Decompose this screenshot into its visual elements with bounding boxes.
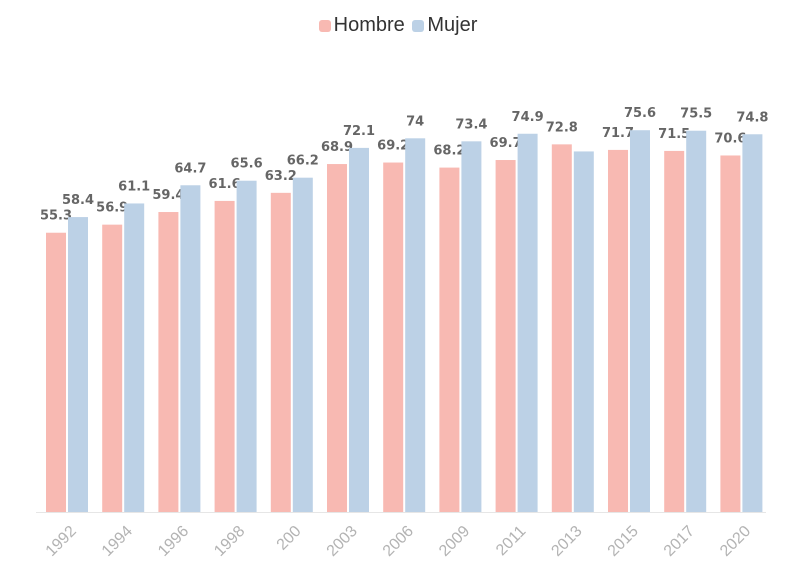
data-label-mujer-1996: 64.7: [174, 161, 206, 176]
legend-item-mujer[interactable]: Mujer: [412, 14, 477, 37]
x-tick-label-2011: 2011: [493, 523, 529, 559]
bar-hombre-2011[interactable]: [495, 160, 516, 512]
bar-hombre-2015[interactable]: [608, 149, 628, 513]
x-tick-label-1994: 1994: [99, 523, 136, 560]
legend: Hombre Mujer: [0, 14, 796, 38]
x-tick-label-1996: 1996: [155, 523, 192, 560]
data-label-hombre-1992: 55.3: [40, 209, 72, 224]
x-tick-label-1992: 1992: [43, 523, 80, 560]
bar-hombre-2017[interactable]: [664, 150, 685, 513]
data-label-hombre-2020: 70.6: [714, 131, 746, 146]
data-label-mujer-1998: 65.6: [231, 157, 263, 172]
bar-mujer-2011[interactable]: [517, 133, 538, 512]
data-label-hombre-1998: 61.6: [209, 177, 241, 192]
bar-hombre-2003[interactable]: [327, 164, 347, 512]
x-tick-label-2003: 2003: [324, 523, 361, 560]
x-tick-label-2006: 2006: [380, 523, 417, 560]
x-tick-label-2015: 2015: [605, 523, 642, 560]
data-label-mujer-2017: 75.5: [680, 107, 712, 122]
data-label-hombre-2011: 69.7: [490, 136, 522, 151]
bar-hombre-1994[interactable]: [102, 224, 123, 512]
legend-label-hombre: Hombre: [333, 14, 405, 36]
bar-mujer-1998[interactable]: [236, 180, 257, 512]
data-label-hombre-2013: 72.8: [546, 120, 578, 135]
data-label-mujer-2003: 72.1: [343, 124, 375, 139]
legend-swatch-mujer: [412, 19, 425, 32]
data-label-hombre-200: 63.2: [265, 169, 297, 184]
data-label-hombre-2003: 68.9: [321, 140, 353, 155]
data-label-hombre-2015: 71.7: [602, 126, 634, 141]
legend-swatch-hombre: [318, 19, 331, 32]
data-label-mujer-1994: 61.1: [118, 179, 150, 194]
x-tick-label-1998: 1998: [211, 523, 248, 560]
bar-hombre-2020[interactable]: [720, 155, 741, 512]
data-label-hombre-1996: 59.4: [152, 188, 184, 203]
data-label-mujer-2015: 75.6: [624, 106, 656, 121]
bar-hombre-200[interactable]: [270, 192, 291, 512]
bar-mujer-1996[interactable]: [180, 185, 201, 512]
bar-mujer-2006[interactable]: [405, 138, 426, 513]
bar-hombre-2009[interactable]: [439, 167, 460, 512]
data-label-mujer-2020: 74.8: [736, 110, 768, 125]
bar-mujer-2013[interactable]: [573, 151, 594, 512]
data-label-mujer-200: 66.2: [287, 154, 319, 169]
bar-hombre-1996[interactable]: [158, 212, 179, 512]
x-tick-label-2020: 2020: [717, 523, 754, 560]
x-tick-label-2013: 2013: [548, 523, 585, 560]
data-label-hombre-2017: 71.5: [658, 127, 690, 142]
x-tick-label-2017: 2017: [661, 523, 698, 560]
bar-hombre-2006[interactable]: [383, 162, 404, 513]
bar-mujer-200[interactable]: [292, 177, 313, 512]
bar-hombre-1998[interactable]: [214, 200, 235, 513]
data-label-hombre-1994: 56.9: [96, 201, 128, 216]
bar-mujer-2009[interactable]: [461, 141, 482, 512]
data-label-mujer-2011: 74.9: [512, 110, 544, 125]
data-label-mujer-1992: 58.4: [62, 193, 94, 208]
bar-mujer-2015[interactable]: [630, 130, 650, 512]
data-label-hombre-2009: 68.2: [433, 144, 465, 159]
bar-hombre-1992[interactable]: [46, 232, 66, 513]
bar-mujer-1994[interactable]: [124, 203, 145, 512]
x-tick-label-200: 200: [274, 523, 305, 554]
legend-label-mujer: Mujer: [427, 14, 478, 36]
legend-item-hombre[interactable]: Hombre: [318, 14, 405, 37]
bar-mujer-1992[interactable]: [68, 217, 88, 512]
bar-mujer-2017[interactable]: [686, 130, 707, 512]
data-label-mujer-2009: 73.4: [455, 117, 487, 132]
data-label-mujer-2006: 74: [406, 114, 424, 129]
x-tick-label-2009: 2009: [436, 523, 473, 560]
bar-hombre-2013[interactable]: [551, 144, 572, 513]
bar-mujer-2003[interactable]: [349, 147, 369, 512]
bar-mujer-2020[interactable]: [742, 134, 763, 512]
data-label-hombre-2006: 69.2: [377, 139, 409, 154]
